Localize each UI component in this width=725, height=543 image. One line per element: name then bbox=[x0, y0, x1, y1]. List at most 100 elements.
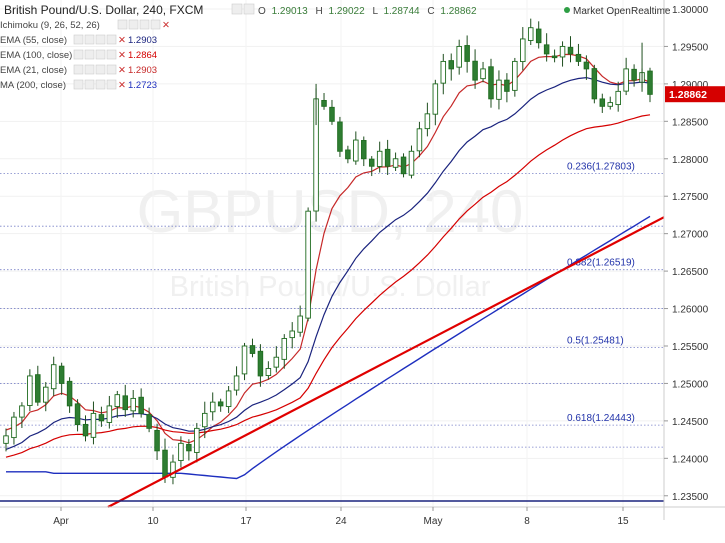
indicator-button bbox=[95, 49, 106, 60]
indicator-value: 1.2903 bbox=[128, 65, 157, 76]
fib-label: 0.382(1.26519) bbox=[567, 258, 635, 269]
candle-body bbox=[392, 158, 399, 168]
moving-averages bbox=[5, 53, 651, 480]
candle-body bbox=[130, 397, 136, 412]
candle-body bbox=[432, 83, 439, 115]
indicator-button bbox=[139, 19, 150, 30]
ema-55-line bbox=[5, 76, 651, 450]
y-tick-label: 1.29500 bbox=[672, 42, 709, 53]
candle-body bbox=[66, 380, 73, 407]
candle-body bbox=[74, 403, 81, 426]
y-tick-label: 1.26000 bbox=[672, 305, 709, 316]
indicator-button bbox=[95, 79, 106, 90]
candle-body bbox=[58, 365, 65, 384]
y-tick-label: 1.29000 bbox=[672, 80, 709, 91]
candle-body bbox=[3, 435, 9, 444]
header-buttons[interactable] bbox=[231, 3, 255, 15]
y-tick-label: 1.24000 bbox=[672, 454, 709, 465]
candle-body bbox=[19, 405, 25, 418]
indicator-label: EMA (21, close) bbox=[0, 65, 67, 76]
indicator-button bbox=[106, 79, 117, 90]
candle-body bbox=[35, 374, 41, 403]
candle-body bbox=[106, 405, 113, 423]
ema-21-line bbox=[5, 53, 651, 444]
candle-body bbox=[154, 429, 160, 452]
indicator-button bbox=[73, 79, 84, 90]
candle-body bbox=[209, 401, 216, 413]
candle-body bbox=[217, 401, 224, 407]
indicator-close-icon: ✕ bbox=[118, 65, 126, 76]
indicator-button bbox=[106, 49, 117, 60]
candle-body bbox=[647, 70, 653, 95]
indicator-label: EMA (100, close) bbox=[0, 50, 72, 61]
candle-body bbox=[488, 66, 494, 100]
indicator-button bbox=[106, 34, 117, 45]
candle-body bbox=[368, 158, 375, 167]
time-axis[interactable]: Apr 10 17 24 May 8 15 bbox=[53, 507, 629, 527]
ohlc-readout: O 1.29013 H 1.29022 L 1.28744 C 1.28862 bbox=[258, 6, 477, 17]
indicator-button bbox=[95, 64, 106, 75]
y-tick-label: 1.27500 bbox=[672, 192, 709, 203]
candle-body bbox=[257, 350, 264, 377]
candle-body bbox=[567, 46, 574, 55]
candle-body bbox=[631, 68, 637, 81]
candle-body bbox=[27, 375, 33, 406]
candle-body bbox=[408, 150, 415, 176]
x-tick-label: 15 bbox=[617, 516, 629, 527]
candle-body bbox=[241, 345, 248, 375]
ohlc-high-label: H bbox=[316, 6, 323, 17]
trend-lines bbox=[0, 216, 665, 508]
candle-body bbox=[90, 412, 97, 438]
candle-body bbox=[480, 68, 486, 80]
indicator-button bbox=[150, 19, 161, 30]
candle-body bbox=[297, 315, 303, 333]
candle-body bbox=[607, 102, 613, 107]
candle-body bbox=[43, 386, 49, 403]
candle-body bbox=[361, 140, 367, 160]
candle-body bbox=[575, 53, 582, 62]
ohlc-low-label: L bbox=[372, 6, 378, 17]
market-status: Market Open bbox=[573, 6, 631, 17]
candle-body bbox=[504, 79, 510, 92]
indicator-value: 1.2723 bbox=[128, 80, 157, 91]
indicator-value: 1.2903 bbox=[128, 35, 157, 46]
ohlc-open-value: 1.29013 bbox=[272, 6, 309, 17]
candle-body bbox=[249, 345, 256, 354]
fib-label: 0.236(1.27803) bbox=[567, 162, 635, 173]
candle-body bbox=[472, 60, 478, 81]
candle-body bbox=[202, 412, 208, 428]
ma-200-line bbox=[6, 215, 651, 480]
candle-body bbox=[416, 128, 423, 152]
candles bbox=[3, 18, 653, 485]
candle-body bbox=[273, 356, 280, 368]
candle-body bbox=[82, 423, 89, 437]
candle-body bbox=[440, 60, 447, 84]
y-tick-label: 1.24500 bbox=[672, 417, 709, 428]
fib-label: 0.5(1.25481) bbox=[567, 335, 624, 346]
y-tick-label: 1.30000 bbox=[672, 5, 709, 16]
price-axis[interactable]: 1.30000 1.29500 1.29000 1.28500 1.28000 1.275… bbox=[664, 5, 709, 503]
realtime-label: Realtime bbox=[631, 6, 671, 17]
candle-body bbox=[559, 45, 566, 58]
market-status-dot bbox=[564, 7, 570, 13]
ohlc-low-value: 1.28744 bbox=[383, 6, 420, 17]
indicator-value: 1.2864 bbox=[128, 50, 157, 61]
candle-body bbox=[551, 55, 558, 59]
indicator-button bbox=[84, 79, 95, 90]
candle-body bbox=[464, 45, 470, 62]
indicator-button bbox=[128, 19, 139, 30]
indicator-legend[interactable]: Ichimoku (9, 26, 52, 26) ✕ EMA (55, close)… bbox=[0, 19, 170, 91]
candle-body bbox=[233, 375, 240, 391]
last-price-value: 1.28862 bbox=[669, 89, 707, 101]
candle-body bbox=[281, 338, 288, 360]
x-tick-label: 8 bbox=[524, 516, 530, 527]
ohlc-open-label: O bbox=[258, 6, 266, 17]
ema-100-line bbox=[5, 114, 651, 458]
candle-body bbox=[98, 414, 105, 422]
candle-body bbox=[456, 45, 462, 68]
candle-body bbox=[535, 28, 542, 44]
indicator-close-icon: ✕ bbox=[118, 80, 126, 91]
y-tick-label: 1.25500 bbox=[672, 342, 709, 353]
candle-body bbox=[138, 396, 144, 414]
